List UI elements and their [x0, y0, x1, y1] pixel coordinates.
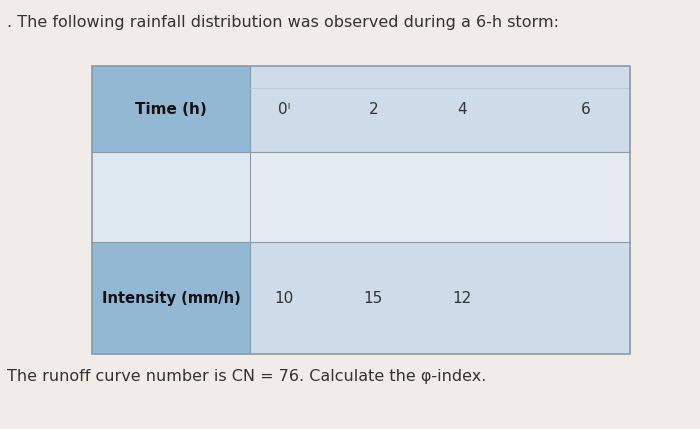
Text: 6: 6 [581, 102, 591, 117]
Bar [92, 66, 250, 152]
Text: Time (h): Time (h) [135, 102, 207, 117]
Bar [250, 152, 630, 242]
Text: 10: 10 [274, 291, 294, 305]
Text: . The following rainfall distribution was observed during a 6-h storm:: . The following rainfall distribution wa… [7, 15, 559, 30]
Text: 4: 4 [458, 102, 467, 117]
Text: 2: 2 [369, 102, 378, 117]
Bar [250, 66, 630, 152]
Text: Intensity (mm/h): Intensity (mm/h) [102, 291, 241, 305]
Bar [250, 242, 630, 354]
Bar [92, 152, 250, 242]
Text: 15: 15 [364, 291, 383, 305]
Bar [92, 66, 630, 354]
Text: 0ᴵ: 0ᴵ [278, 102, 290, 117]
Bar [92, 242, 250, 354]
Text: The runoff curve number is CN = 76. Calculate the φ-index.: The runoff curve number is CN = 76. Calc… [7, 369, 486, 384]
Text: 12: 12 [453, 291, 472, 305]
